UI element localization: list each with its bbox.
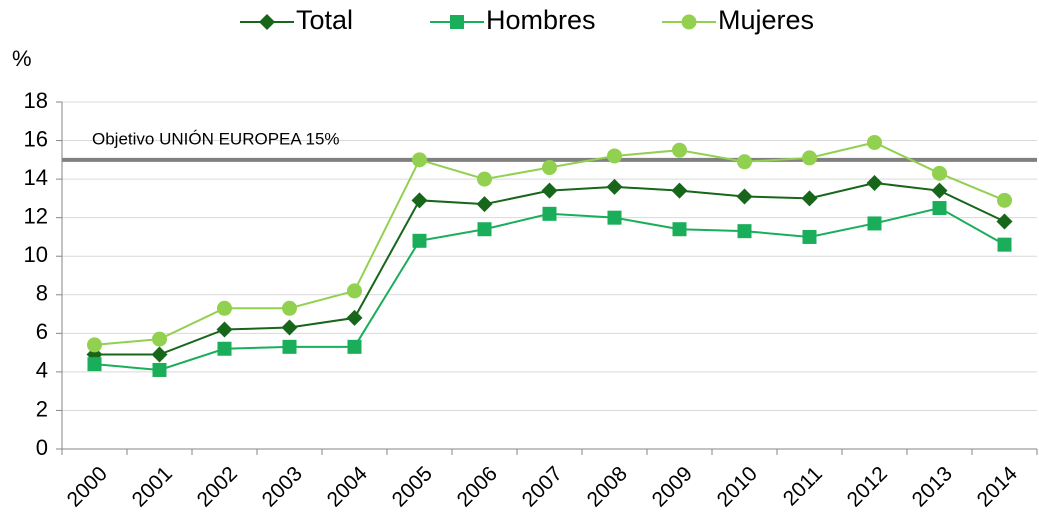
marker bbox=[997, 192, 1012, 208]
x-tick-label: 2010 bbox=[713, 462, 762, 511]
marker bbox=[477, 222, 492, 237]
marker bbox=[217, 300, 232, 316]
x-tick-label: 2004 bbox=[323, 462, 373, 512]
marker bbox=[259, 14, 275, 30]
x-tick-label: 2000 bbox=[63, 462, 112, 511]
x-tick-label: 2009 bbox=[648, 462, 697, 511]
marker bbox=[541, 182, 558, 199]
y-axis-label: % bbox=[12, 46, 32, 71]
x-tick-label: 2007 bbox=[518, 462, 567, 511]
marker bbox=[347, 339, 362, 354]
marker bbox=[152, 362, 167, 377]
marker bbox=[737, 154, 752, 170]
reference-label: Objetivo UNIÓN EUROPEA 15% bbox=[92, 129, 340, 148]
marker bbox=[802, 229, 817, 244]
marker bbox=[87, 337, 102, 353]
marker bbox=[672, 222, 687, 237]
x-tick-label: 2006 bbox=[453, 462, 502, 511]
marker bbox=[216, 321, 233, 338]
marker bbox=[87, 357, 102, 372]
marker bbox=[672, 142, 687, 158]
y-tick-label: 18 bbox=[24, 88, 48, 113]
y-tick-label: 12 bbox=[24, 203, 48, 228]
marker bbox=[411, 192, 428, 209]
marker bbox=[681, 14, 697, 30]
x-tick-label: 2012 bbox=[843, 462, 892, 511]
marker bbox=[542, 206, 557, 221]
y-tick-label: 8 bbox=[36, 281, 48, 306]
marker bbox=[152, 331, 167, 347]
y-tick-label: 10 bbox=[24, 242, 48, 267]
x-tick-label: 2013 bbox=[908, 462, 957, 511]
x-tick-label: 2003 bbox=[258, 462, 307, 511]
marker bbox=[282, 339, 297, 354]
marker bbox=[996, 213, 1013, 230]
y-tick-label: 4 bbox=[36, 358, 48, 383]
marker bbox=[671, 182, 688, 199]
y-tick-label: 6 bbox=[36, 319, 48, 344]
x-tick-label: 2005 bbox=[388, 462, 437, 511]
x-tick-label: 2014 bbox=[973, 462, 1023, 512]
marker bbox=[606, 178, 623, 195]
marker bbox=[346, 309, 363, 326]
x-tick-label: 2011 bbox=[779, 462, 827, 510]
marker bbox=[450, 15, 464, 29]
marker bbox=[932, 165, 947, 181]
legend-label: Mujeres bbox=[718, 5, 814, 35]
marker bbox=[867, 216, 882, 231]
marker bbox=[932, 201, 947, 216]
marker bbox=[217, 341, 232, 356]
marker bbox=[542, 160, 557, 176]
marker bbox=[801, 190, 818, 207]
x-tick-label: 2008 bbox=[583, 462, 632, 511]
legend-label: Total bbox=[296, 5, 353, 35]
marker bbox=[867, 134, 882, 150]
marker bbox=[477, 171, 492, 187]
marker bbox=[802, 150, 817, 166]
marker bbox=[866, 174, 883, 191]
y-tick-label: 16 bbox=[24, 126, 48, 151]
y-tick-label: 2 bbox=[36, 396, 48, 421]
x-tick-label: 2001 bbox=[128, 462, 177, 511]
marker bbox=[282, 300, 297, 316]
marker bbox=[412, 152, 427, 168]
marker bbox=[607, 210, 622, 225]
marker bbox=[737, 224, 752, 239]
marker bbox=[281, 319, 298, 336]
y-tick-label: 14 bbox=[24, 165, 48, 190]
marker bbox=[931, 182, 948, 199]
legend-label: Hombres bbox=[486, 5, 596, 35]
marker bbox=[607, 148, 622, 164]
marker bbox=[347, 283, 362, 299]
x-tick-label: 2002 bbox=[193, 462, 242, 511]
marker bbox=[476, 196, 493, 213]
marker bbox=[151, 346, 168, 363]
marker bbox=[997, 237, 1012, 252]
y-tick-label: 0 bbox=[36, 435, 48, 460]
marker bbox=[412, 233, 427, 248]
marker bbox=[736, 188, 753, 205]
